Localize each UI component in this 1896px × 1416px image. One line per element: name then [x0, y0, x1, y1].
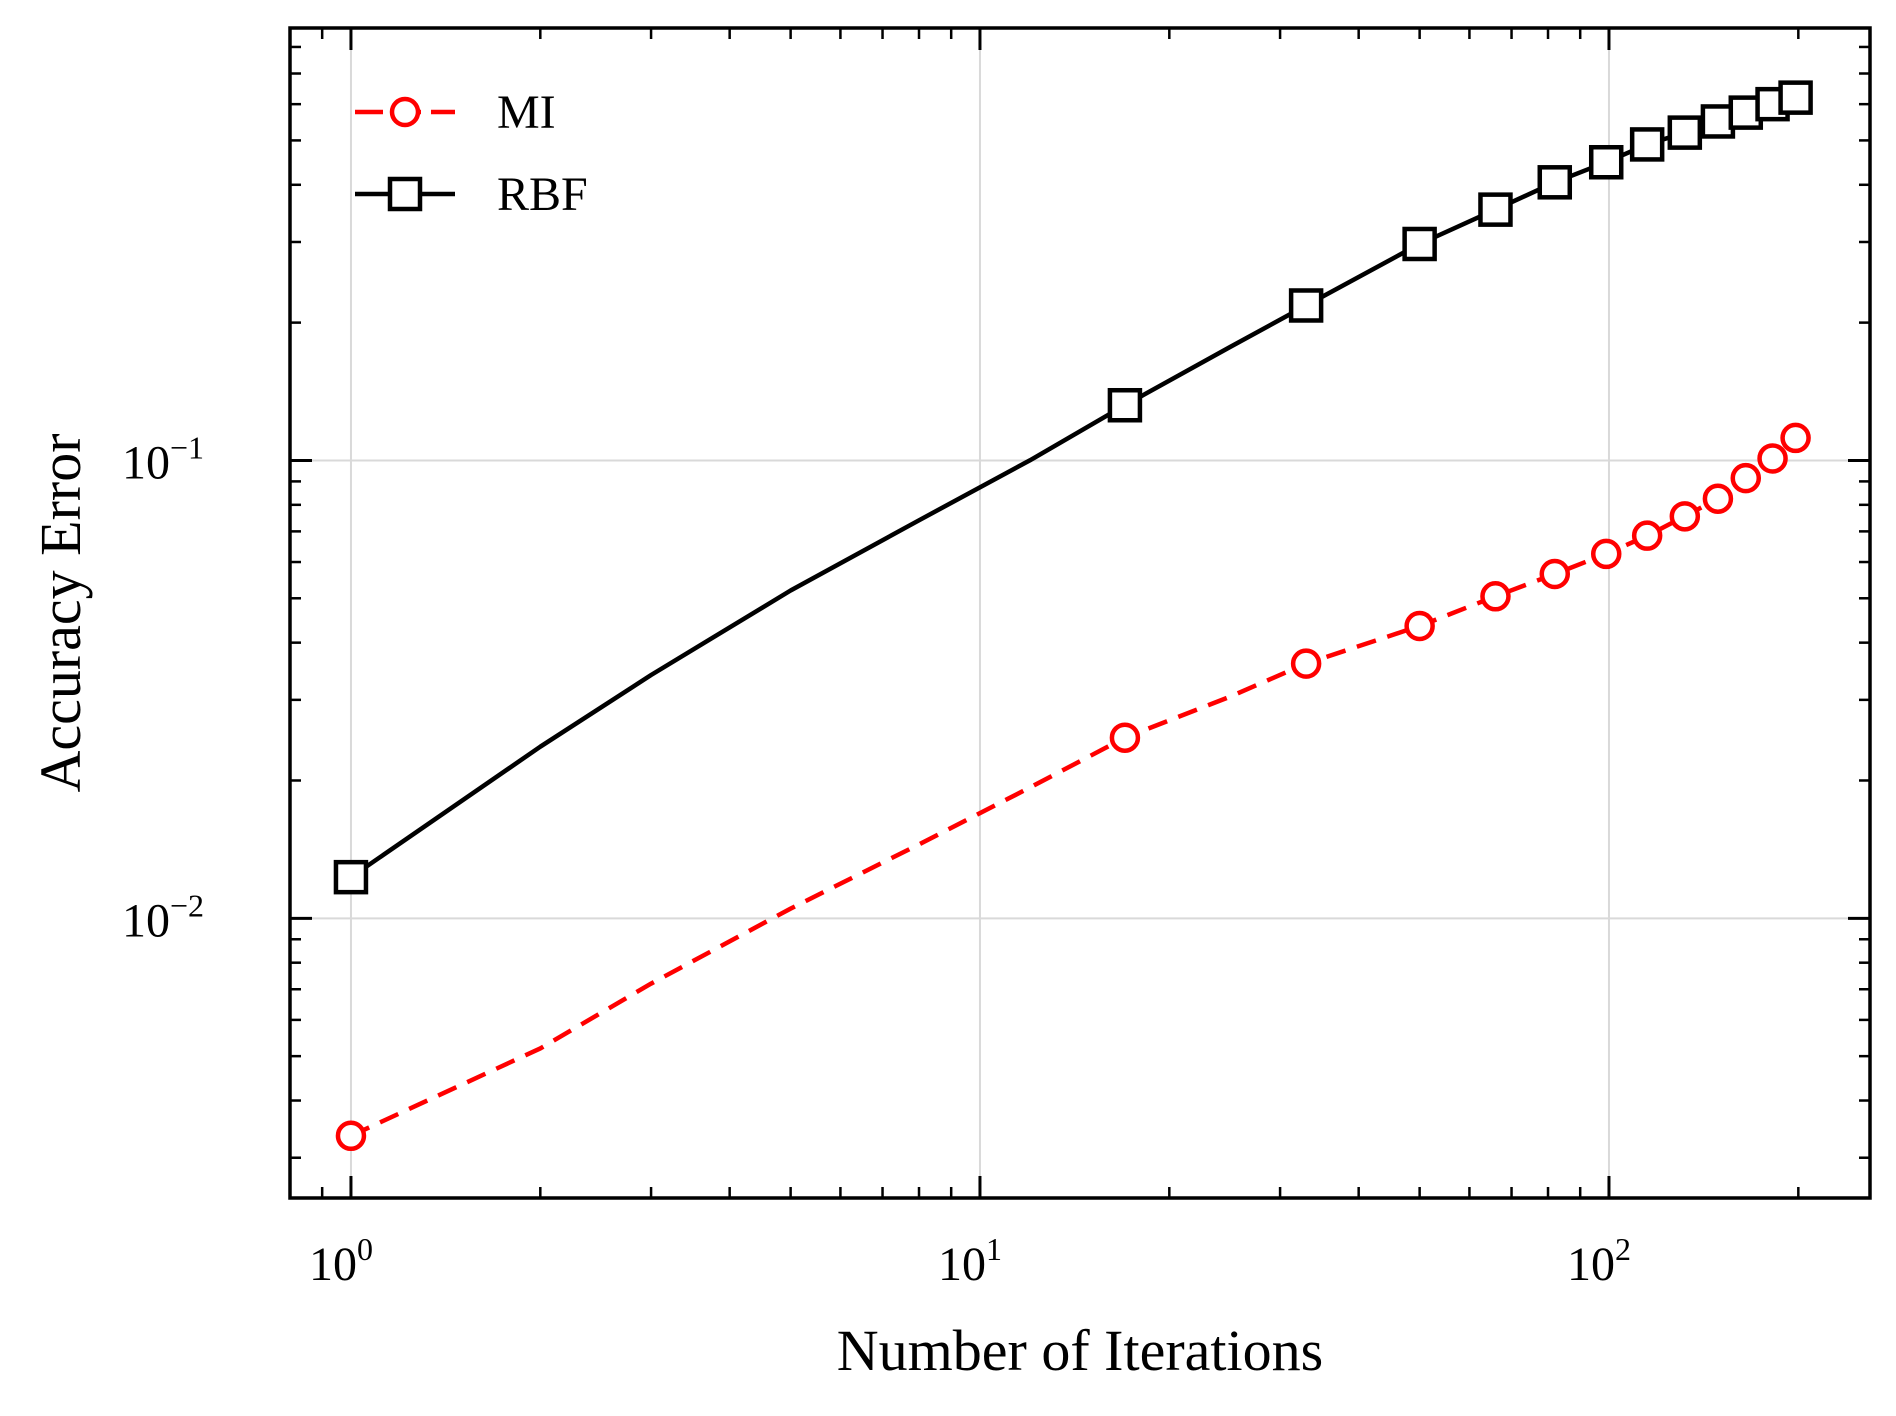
data-point-rbf	[1537, 165, 1573, 200]
data-point-mi	[1480, 581, 1511, 612]
data-point-mi	[1109, 722, 1141, 753]
x-tick-label: 101	[938, 1231, 1002, 1291]
x-tick-label: 100	[309, 1231, 373, 1291]
data-point-rbf	[1107, 387, 1143, 423]
x-axis-label: Number of Iterations	[837, 1318, 1323, 1383]
y-tick-label: 10−2	[122, 887, 204, 947]
data-point-rbf	[1629, 127, 1665, 162]
data-point-mi	[1780, 422, 1811, 454]
data-point-rbf	[333, 859, 369, 895]
data-point-mi	[1669, 501, 1701, 532]
data-point-rbf	[1700, 104, 1736, 139]
data-point-mi	[1730, 462, 1762, 494]
data-point-mi	[335, 1120, 367, 1152]
data-point-rbf	[1588, 144, 1624, 180]
minor-ticks	[288, 28, 1870, 1198]
y-tick-label: 10−1	[122, 429, 204, 489]
series-layer	[333, 80, 1813, 1152]
legend-marker-rbf	[387, 176, 423, 212]
data-point-mi	[1590, 538, 1622, 570]
data-point-rbf	[1667, 115, 1703, 150]
y-axis-label: Accuracy Error	[28, 433, 93, 792]
y-tick-labels: 10−2 10−1	[122, 429, 204, 947]
x-tick-labels: 100 101 102	[309, 1231, 1631, 1291]
data-point-rbf	[1778, 80, 1813, 115]
plot-frame	[288, 26, 1872, 1200]
data-point-rbf	[1402, 226, 1437, 262]
series-line-mi	[350, 436, 1798, 1138]
data-point-mi	[1539, 558, 1571, 590]
data-point-mi	[1702, 483, 1734, 514]
major-ticks	[290, 28, 1870, 1198]
grid-lines	[290, 28, 1870, 1198]
x-tick-label: 102	[1567, 1231, 1631, 1291]
legend-marker-mi	[389, 96, 421, 128]
data-point-mi	[1631, 520, 1663, 551]
legend-label-mi: MI	[497, 86, 556, 139]
data-point-rbf	[1288, 288, 1324, 323]
legend-label-rbf: RBF	[497, 168, 588, 221]
data-point-mi	[1404, 610, 1435, 642]
data-point-rbf	[1478, 192, 1513, 227]
data-point-mi	[1757, 443, 1788, 474]
data-point-mi	[1290, 648, 1322, 679]
legend: MI RBF	[355, 86, 588, 221]
